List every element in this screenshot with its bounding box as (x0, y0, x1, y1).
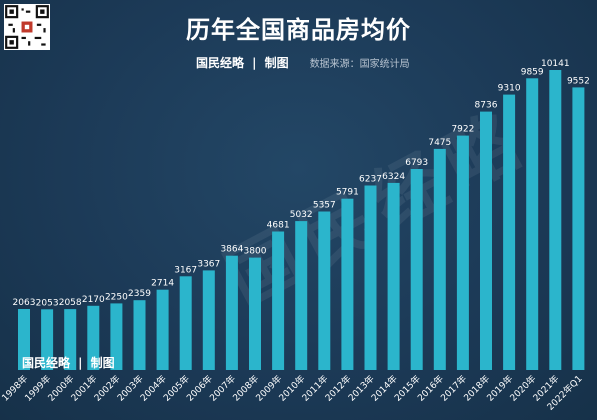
bar-2013年 (364, 185, 377, 370)
value-label-1999年: 2053 (36, 298, 59, 308)
value-label-2020年: 9859 (521, 67, 544, 77)
bar-2019年 (503, 94, 516, 370)
bar-2021年 (549, 70, 562, 370)
brand-suffix: 制图 (264, 56, 289, 70)
bar-2022年Q1 (572, 87, 585, 371)
footer-brand-divider: | (78, 356, 83, 370)
value-label-2013年: 6237 (359, 175, 382, 185)
brand-name: 国民经略 (196, 56, 245, 70)
value-label-2001年: 2170 (82, 295, 105, 305)
footer-brand: 国民经略 | 制图 (22, 352, 115, 371)
footer-brand-suffix: 制图 (90, 356, 115, 370)
bar-2020年 (526, 78, 539, 371)
value-label-1998年: 2063 (13, 298, 36, 308)
bar-2004年 (156, 289, 169, 370)
bar-2005年 (179, 276, 192, 370)
footer-brand-name: 国民经略 (22, 356, 71, 370)
value-label-2021年: 10141 (541, 59, 570, 69)
value-label-2002年: 2250 (105, 292, 128, 302)
brand-divider: | (252, 56, 257, 70)
bar-2011年 (318, 211, 331, 370)
value-label-2000年: 2058 (59, 298, 82, 308)
value-label-2022年Q1: 9552 (567, 76, 590, 86)
bar-2000年 (64, 309, 77, 370)
bar-2018年 (480, 111, 492, 370)
value-label-2014年: 6324 (382, 172, 405, 182)
chart-title: 历年全国商品房均价 (186, 16, 411, 44)
value-label-2010年: 5032 (290, 210, 313, 220)
value-label-2004年: 2714 (151, 279, 174, 289)
value-label-2019年: 9310 (498, 84, 521, 94)
value-label-2005年: 3167 (174, 265, 197, 275)
bar-2009年 (272, 231, 285, 370)
value-label-2007年: 3864 (220, 245, 243, 255)
value-label-2006年: 3367 (197, 259, 220, 269)
bar-2014年 (387, 182, 400, 370)
bar-2017年 (456, 135, 469, 370)
value-label-2003年: 2359 (128, 289, 151, 299)
value-label-2011年: 5357 (313, 201, 336, 211)
bar-2003年 (133, 300, 146, 370)
value-label-2016年: 7475 (428, 138, 451, 148)
bar-2007年 (225, 255, 238, 370)
subtitle-line: 国民经略 | 制图 数据来源：国家统计局 (196, 52, 410, 70)
value-label-2009年: 4681 (267, 221, 290, 231)
value-label-2012年: 5791 (336, 188, 359, 198)
qr-code (4, 4, 50, 50)
value-label-2017年: 7922 (451, 125, 474, 135)
bar-2012年 (341, 198, 354, 370)
bar-2006年 (202, 270, 215, 370)
bar-2016年 (433, 148, 446, 370)
value-label-2015年: 6793 (405, 158, 428, 168)
value-label-2008年: 3800 (244, 247, 267, 257)
bar-2010年 (295, 221, 308, 370)
bar-1999年 (41, 309, 54, 370)
value-label-2018年: 8736 (475, 101, 498, 111)
bar-2015年 (410, 169, 423, 370)
data-source: 数据来源：国家统计局 (309, 59, 410, 70)
bar-2001年 (87, 305, 100, 370)
bar-2008年 (249, 257, 261, 370)
bar-1998年 (18, 309, 30, 370)
bar-2002年 (110, 303, 123, 370)
